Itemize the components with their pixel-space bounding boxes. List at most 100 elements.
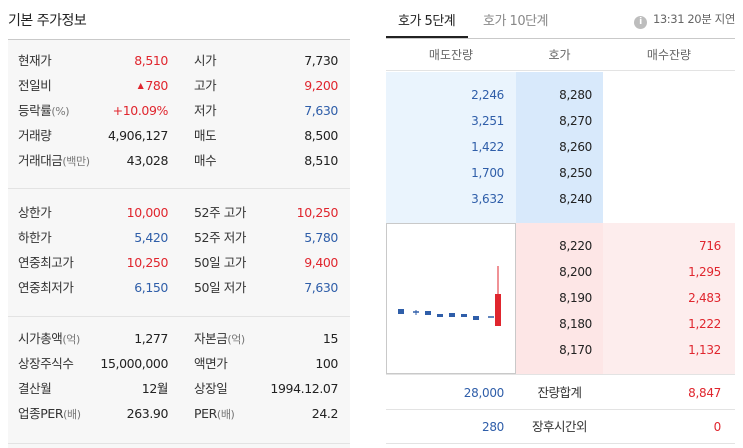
info-value: 10,250	[296, 205, 339, 220]
ask-qty[interactable]: 3,251	[471, 114, 504, 128]
info-unit: (배)	[63, 408, 81, 421]
ask-qty[interactable]: 3,632	[471, 192, 504, 206]
info-label-text: 52주 저가	[194, 230, 246, 245]
info-label: 저가	[194, 98, 217, 123]
candle	[473, 316, 479, 320]
info-label-text: 상한가	[18, 205, 52, 220]
bid-price[interactable]: 8,220	[559, 239, 592, 253]
info-label-text: 50일 저가	[194, 280, 246, 295]
section-divider	[8, 188, 350, 189]
info-label-text: 하한가	[18, 230, 52, 245]
info-label-text: 자본금	[194, 331, 228, 346]
info-value: 1,277	[134, 326, 168, 351]
info-value: 10,000	[126, 200, 169, 225]
info-value-text: 10,250	[126, 255, 169, 270]
info-value: 24.2	[311, 406, 339, 421]
bid-qty[interactable]: 716	[698, 239, 721, 253]
info-label: 시가	[194, 48, 217, 73]
header-price: 호가	[516, 39, 603, 71]
bid-price[interactable]: 8,190	[559, 291, 592, 305]
info-value: 12월	[141, 376, 169, 401]
basic-info-title: 기본 주가정보	[8, 13, 87, 29]
info-value: +10.09%	[112, 98, 169, 123]
info-value-text: +10.09%	[112, 103, 169, 118]
info-label: 52주 저가	[194, 225, 246, 250]
ask-qty[interactable]: 1,422	[471, 140, 504, 154]
bid-price[interactable]: 8,200	[559, 265, 592, 279]
candle	[425, 311, 431, 315]
info-row: 전일비 ▲ 780 고가 9,200	[8, 73, 350, 98]
info-label-text: 매수	[194, 153, 217, 168]
info-label: 업종PER(배)	[18, 401, 81, 427]
price-section: 현재가 8,510 시가 7,730 전일비 ▲ 780 고가 9,200 등락률(%) +10.0…	[8, 48, 350, 173]
info-value: 1994.12.07	[270, 381, 338, 396]
info-value-text: 43,028	[126, 153, 169, 168]
info-row: 상한가 10,000 52주 고가 10,250	[8, 200, 350, 225]
info-label: 거래량	[18, 123, 52, 148]
info-label: 자본금(억)	[194, 326, 245, 352]
info-value: 7,630	[304, 280, 338, 295]
info-label-text: 시가총액	[18, 331, 63, 346]
mini-candle-chart	[386, 223, 516, 374]
info-value: 100	[315, 356, 338, 371]
info-label-text: 거래대금	[18, 153, 63, 168]
candle	[449, 313, 455, 317]
fundamentals-section: 시가총액(억) 1,277 자본금(억) 15 상장주식수 15,000,000 액면가 10…	[8, 326, 350, 426]
info-label-text: 연중최고가	[18, 255, 74, 270]
info-row: 시가총액(억) 1,277 자본금(억) 15	[8, 326, 350, 351]
info-label-text: 결산월	[18, 381, 52, 396]
header-ask-qty: 매도잔량	[386, 39, 516, 71]
delay-notice-text: 13:31 20분 지연	[652, 12, 735, 26]
info-label: 고가	[194, 73, 217, 98]
info-label: 연중최저가	[18, 275, 74, 300]
bid-qty[interactable]: 1,222	[688, 317, 721, 331]
ask-price[interactable]: 8,240	[559, 192, 592, 206]
info-label: 등락률(%)	[18, 98, 70, 124]
info-label: 50일 저가	[194, 275, 246, 300]
info-label: 52주 고가	[194, 200, 246, 225]
info-row: 하한가 5,420 52주 저가 5,780	[8, 225, 350, 250]
info-label: 50일 고가	[194, 250, 246, 275]
info-row: 결산월 12월 상장일 1994.12.07	[8, 376, 350, 401]
up-arrow-icon: ▲	[137, 81, 144, 90]
info-unit: (%)	[51, 105, 70, 118]
info-label: 상장주식수	[18, 351, 74, 376]
bid-qty[interactable]: 2,483	[688, 291, 721, 305]
info-value-text: 5,420	[134, 230, 168, 245]
info-value-text: 10,000	[126, 205, 169, 220]
bid-price[interactable]: 8,180	[559, 317, 592, 331]
info-value-text: 263.90	[126, 406, 169, 421]
info-value: 10,250	[126, 250, 169, 275]
info-value: 7,630	[304, 103, 338, 118]
info-label: 상한가	[18, 200, 52, 225]
tab-orderbook-10[interactable]: 호가 10단계	[483, 14, 549, 29]
candle	[495, 294, 501, 326]
info-value-text: 4,906,127	[107, 128, 168, 143]
tab-orderbook-5[interactable]: 호가 5단계	[398, 14, 456, 29]
bid-qty[interactable]: 1,132	[688, 343, 721, 357]
info-value-text: 780	[145, 78, 168, 93]
info-icon[interactable]: i	[633, 16, 647, 29]
bid-qty[interactable]: 1,295	[688, 265, 721, 279]
info-value: 4,906,127	[108, 123, 168, 148]
info-unit: (억)	[227, 333, 245, 346]
ask-price[interactable]: 8,280	[559, 88, 592, 102]
info-unit: (백만)	[62, 155, 90, 168]
info-value-text: 1,277	[134, 331, 168, 346]
info-value-text: 12월	[141, 381, 169, 396]
ask-qty[interactable]: 1,700	[471, 166, 504, 180]
ask-price[interactable]: 8,250	[559, 166, 592, 180]
info-row: 현재가 8,510 시가 7,730	[8, 48, 350, 73]
info-value-text: 15,000,000	[100, 356, 168, 371]
ask-price[interactable]: 8,270	[559, 114, 592, 128]
info-label-text: 연중최저가	[18, 280, 74, 295]
ask-price[interactable]: 8,260	[559, 140, 592, 154]
info-label-text: 50일 고가	[194, 255, 246, 270]
info-label: 매수	[194, 148, 217, 173]
info-label: 시가총액(억)	[18, 326, 80, 352]
info-label-text: 상장일	[194, 381, 228, 396]
ask-qty[interactable]: 2,246	[471, 88, 504, 102]
info-label: 상장일	[194, 376, 228, 401]
candle	[461, 314, 467, 317]
bid-price[interactable]: 8,170	[559, 343, 592, 357]
